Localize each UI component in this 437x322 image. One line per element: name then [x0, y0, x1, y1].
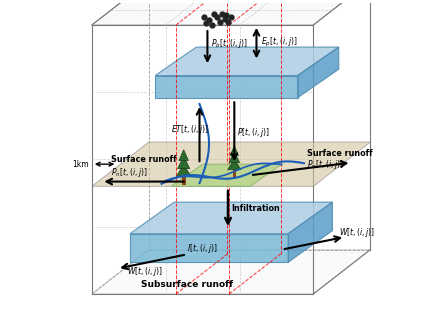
Text: $P_b[t,(i,j)]$: $P_b[t,(i,j)]$: [211, 37, 247, 51]
Text: 1km: 1km: [72, 160, 89, 169]
Text: $P[t,(i,j)]$: $P[t,(i,j)]$: [237, 126, 271, 139]
Polygon shape: [155, 47, 339, 76]
Polygon shape: [130, 202, 333, 234]
Polygon shape: [92, 250, 371, 294]
Text: Surface runoff: Surface runoff: [307, 149, 373, 158]
Polygon shape: [92, 142, 371, 186]
Polygon shape: [298, 47, 339, 98]
Polygon shape: [179, 150, 188, 161]
Polygon shape: [232, 170, 236, 177]
Polygon shape: [130, 234, 288, 262]
Polygon shape: [229, 152, 239, 163]
Text: Surface runoff: Surface runoff: [111, 155, 177, 164]
Text: $W[t,(i,j)]$: $W[t,(i,j)]$: [339, 226, 375, 239]
Text: $I[t,(i,j)]$: $I[t,(i,j)]$: [187, 242, 218, 254]
Polygon shape: [230, 146, 239, 156]
Polygon shape: [288, 202, 333, 262]
Text: Infiltration: Infiltration: [231, 204, 280, 213]
Polygon shape: [155, 76, 298, 98]
Polygon shape: [182, 177, 186, 185]
Text: $W[t,(i,j)]$: $W[t,(i,j)]$: [127, 265, 163, 278]
Text: Subsurface runoff: Subsurface runoff: [141, 280, 233, 289]
Polygon shape: [171, 164, 282, 186]
Text: $P_n[t,(i,j)]$: $P_n[t,(i,j)]$: [111, 166, 147, 179]
Polygon shape: [228, 159, 241, 170]
Text: $E_p[t,(i,j)]$: $E_p[t,(i,j)]$: [261, 36, 298, 49]
Polygon shape: [176, 165, 191, 177]
Polygon shape: [177, 156, 190, 169]
Polygon shape: [92, 0, 371, 25]
Text: $P_n[t,(i,j)]$: $P_n[t,(i,j)]$: [307, 158, 343, 171]
Text: $ET[t,(i,j)]$: $ET[t,(i,j)]$: [171, 123, 209, 136]
